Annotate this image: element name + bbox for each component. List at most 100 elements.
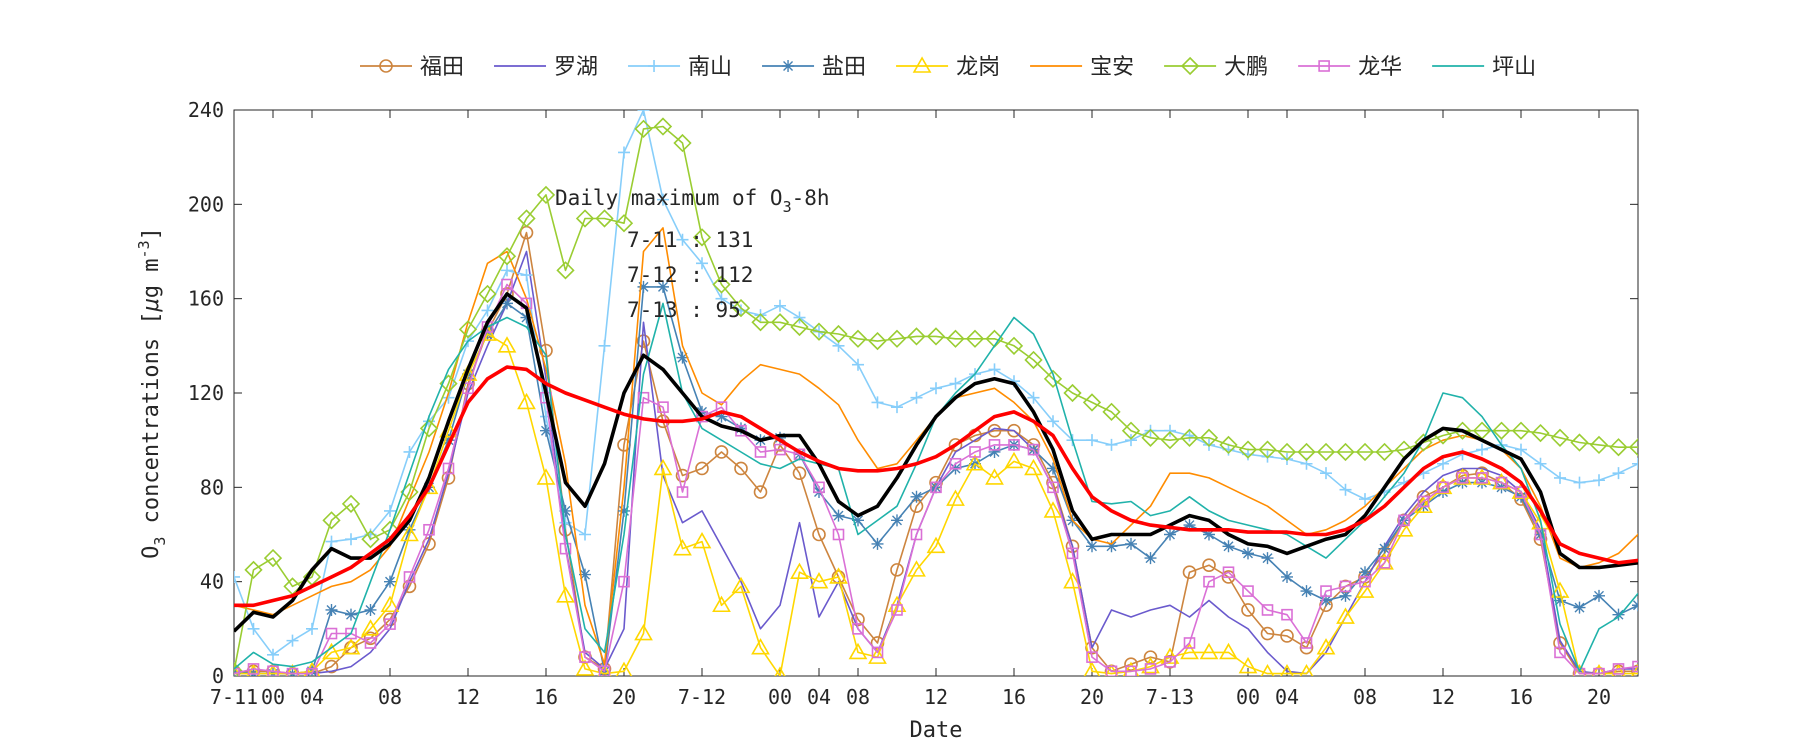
data-point bbox=[774, 299, 786, 312]
data-point bbox=[540, 424, 552, 437]
data-point bbox=[324, 659, 339, 674]
data-point bbox=[634, 623, 653, 641]
data-point bbox=[1281, 608, 1293, 621]
x-tick-label: 20 bbox=[612, 685, 636, 709]
series-line bbox=[234, 333, 1638, 676]
x-tick-label: 7-12 bbox=[678, 685, 726, 709]
data-point bbox=[1531, 423, 1550, 443]
data-point bbox=[871, 537, 884, 550]
data-point bbox=[868, 647, 887, 664]
series-line bbox=[234, 110, 1638, 656]
data-point bbox=[634, 119, 653, 138]
data-point bbox=[1047, 462, 1059, 475]
legend-item: 盐田 bbox=[762, 55, 866, 80]
data-point bbox=[1297, 442, 1316, 462]
data-point bbox=[751, 638, 770, 655]
data-point bbox=[536, 185, 556, 205]
data-point bbox=[306, 622, 318, 635]
data-point bbox=[871, 646, 884, 659]
data-point bbox=[1316, 638, 1336, 655]
data-point bbox=[263, 548, 283, 568]
x-tick-label: 12 bbox=[456, 685, 480, 709]
data-point bbox=[657, 401, 669, 413]
legend-label: 龙华 bbox=[1358, 55, 1402, 80]
data-point bbox=[1261, 552, 1274, 565]
data-point bbox=[1086, 540, 1098, 553]
data-point bbox=[1141, 428, 1160, 447]
data-point bbox=[1281, 570, 1293, 583]
data-point bbox=[345, 533, 357, 546]
data-point bbox=[714, 445, 729, 459]
data-point bbox=[1476, 443, 1488, 456]
data-point bbox=[832, 509, 845, 522]
data-point bbox=[559, 542, 572, 555]
data-point bbox=[852, 514, 864, 527]
data-point bbox=[1359, 566, 1371, 579]
data-point bbox=[1476, 472, 1488, 484]
data-point bbox=[575, 209, 595, 228]
data-point bbox=[1125, 434, 1137, 447]
y-tick-label: 0 bbox=[212, 664, 224, 688]
x-tick-label: 08 bbox=[1353, 685, 1377, 709]
data-point bbox=[379, 59, 393, 73]
data-point bbox=[949, 457, 962, 470]
data-point bbox=[930, 382, 942, 395]
data-point bbox=[597, 664, 612, 676]
data-point bbox=[868, 331, 887, 351]
series-宝安 bbox=[234, 227, 1638, 665]
data-point bbox=[985, 468, 1004, 485]
series-layer bbox=[234, 110, 1638, 676]
legend-label: 罗湖 bbox=[554, 55, 598, 80]
data-point bbox=[579, 528, 591, 541]
series-line bbox=[234, 125, 1638, 672]
data-point bbox=[1219, 435, 1238, 455]
x-tick-label: 00 bbox=[1236, 685, 1260, 709]
data-point bbox=[403, 571, 416, 583]
data-point bbox=[1222, 540, 1235, 553]
data-point bbox=[754, 446, 767, 458]
data-point bbox=[848, 329, 868, 348]
data-point bbox=[442, 462, 455, 475]
data-point bbox=[930, 481, 942, 494]
data-point bbox=[1063, 383, 1082, 403]
data-point bbox=[246, 664, 261, 676]
data-point bbox=[1573, 476, 1586, 489]
data-point bbox=[910, 528, 923, 541]
legend-label: 龙岗 bbox=[956, 55, 1000, 80]
data-point bbox=[946, 489, 965, 506]
y-tick-label: 120 bbox=[188, 381, 224, 405]
data-point bbox=[965, 329, 985, 348]
data-point bbox=[1554, 594, 1566, 607]
data-point bbox=[1043, 501, 1063, 518]
data-point bbox=[419, 419, 439, 438]
data-point bbox=[1355, 442, 1375, 462]
data-point bbox=[361, 619, 380, 636]
data-point bbox=[1612, 467, 1625, 480]
data-point bbox=[946, 329, 965, 348]
data-point bbox=[1631, 664, 1638, 676]
data-point bbox=[1163, 655, 1177, 669]
data-point bbox=[497, 336, 517, 353]
x-tick-label: 00 bbox=[768, 685, 792, 709]
data-point bbox=[1180, 642, 1199, 660]
data-point bbox=[556, 586, 575, 603]
data-point bbox=[345, 627, 357, 640]
data-point bbox=[891, 604, 903, 616]
data-point bbox=[1300, 585, 1313, 598]
data-point bbox=[1339, 580, 1352, 593]
data-point bbox=[1141, 656, 1160, 674]
data-point bbox=[988, 363, 1001, 376]
data-point bbox=[1570, 433, 1589, 452]
data-point bbox=[234, 667, 240, 676]
data-point bbox=[364, 603, 377, 616]
data-point bbox=[325, 603, 338, 616]
legend-label: 宝安 bbox=[1090, 55, 1134, 80]
data-point bbox=[1336, 442, 1355, 462]
data-point bbox=[848, 642, 868, 660]
data-point bbox=[1066, 547, 1079, 560]
data-point bbox=[965, 454, 985, 471]
data-point bbox=[1511, 421, 1531, 440]
data-point bbox=[910, 490, 923, 503]
data-point bbox=[1043, 369, 1063, 388]
